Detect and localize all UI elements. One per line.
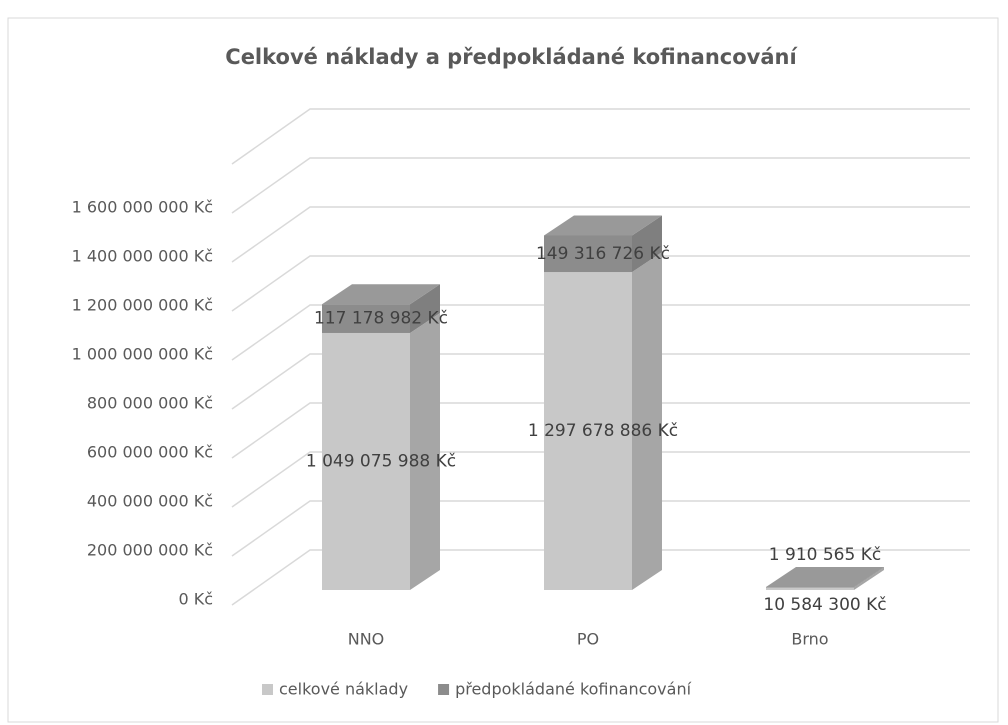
bar [766, 587, 854, 590]
bar [544, 235, 632, 273]
bar [322, 332, 410, 590]
data-label: 1 297 678 886 Kč [528, 421, 678, 441]
y-tick-label: 800 000 000 Kč [87, 394, 213, 413]
bar-side [410, 312, 440, 590]
y-tick-label: 1 200 000 000 Kč [72, 296, 213, 315]
data-label: 1 049 075 988 Kč [306, 451, 456, 471]
x-tick-label: Brno [791, 630, 828, 649]
data-label: 1 910 565 Kč [769, 545, 881, 565]
bar [766, 586, 854, 588]
bar-top [322, 284, 440, 305]
bar [322, 304, 410, 333]
x-tick-label: NNO [348, 630, 385, 649]
grid-line [231, 255, 970, 312]
bar-top [544, 215, 662, 236]
bar [544, 272, 632, 590]
grid-line [231, 304, 970, 361]
bar-side [632, 215, 662, 273]
grid-line [231, 402, 970, 459]
wall-top [231, 108, 970, 165]
y-tick-label: 600 000 000 Kč [87, 443, 213, 462]
legend-swatch [438, 684, 450, 695]
bar-top [766, 566, 884, 587]
legend-label: předpokládané kofinancování [455, 680, 692, 699]
y-tick-label: 1 000 000 000 Kč [72, 345, 213, 364]
x-tick-label: PO [577, 630, 599, 649]
grid-line [231, 451, 970, 508]
bar-side [410, 284, 440, 333]
legend-swatch [262, 684, 273, 695]
bar-side [854, 567, 884, 590]
data-label: 117 178 982 Kč [314, 309, 448, 329]
y-tick-label: 0 Kč [178, 590, 213, 609]
grid-line [231, 549, 970, 606]
y-tick-label: 400 000 000 Kč [87, 492, 213, 511]
data-label: 149 316 726 Kč [536, 244, 670, 264]
chart-border [7, 17, 999, 723]
data-label: 10 584 300 Kč [763, 595, 886, 615]
legend-label: celkové náklady [279, 680, 408, 699]
y-tick-label: 1 400 000 000 Kč [72, 247, 213, 266]
grid-line [231, 206, 970, 263]
bar-side [854, 566, 884, 588]
y-tick-label: 200 000 000 Kč [87, 541, 213, 560]
chart-title: Celkové náklady a předpokládané kofinanc… [225, 45, 798, 69]
grid-line [231, 157, 970, 214]
y-tick-label: 1 600 000 000 Kč [72, 198, 213, 217]
grid-line [231, 353, 970, 410]
bar-side [632, 252, 662, 591]
grid-line [231, 500, 970, 557]
